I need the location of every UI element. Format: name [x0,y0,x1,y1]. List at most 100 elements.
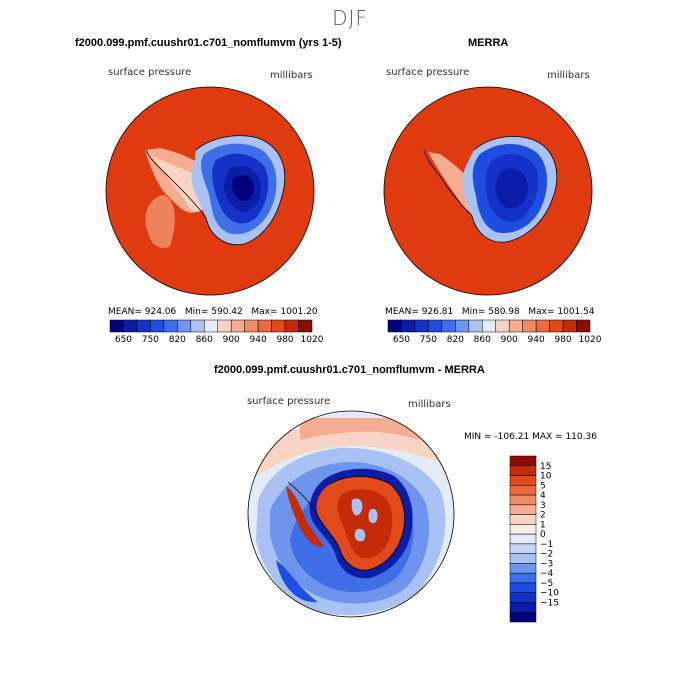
colorbar-2-tick-label: 940 [528,335,545,345]
colorbar-2-tick-label: 860 [474,335,491,345]
colorbar-3-tick-label: 3 [540,501,546,511]
panel-1-variable-label: surface pressure [108,67,192,78]
panel-1-stats: MEAN= 924.06 Min= 590.42 Max= 1001.20 [108,307,318,317]
colorbar-3-swatch [509,582,537,593]
max-value: 1001.20 [280,307,318,317]
colorbar-2-swatch [522,319,537,333]
min-value: 580.98 [488,307,520,317]
colorbar-3-swatch [509,592,537,603]
colorbar-2-tick-label: 820 [447,335,464,345]
colorbar-1-swatch [163,319,178,333]
colorbar-3-tick-label: 4 [540,491,546,501]
colorbar-3-tick-label: −5 [540,579,553,589]
colorbar-3-tick-label: 0 [540,530,546,540]
colorbar-3-tick-label: 5 [540,481,546,491]
colorbar-3-tick-label: −10 [540,589,559,599]
colorbar-2-swatch [482,319,496,333]
colorbar-3-tick-label: 2 [540,511,546,521]
map-3-field [250,418,454,616]
colorbar-1-tick-label: 820 [169,335,186,345]
colorbar-2-tick-label: 750 [420,335,437,345]
panel-3-title: f2000.099.pmf.cuushr01.c701_nomflumvm - … [214,364,485,376]
colorbar-2-swatch [576,319,591,333]
colorbar-3-tick-label: −2 [540,550,553,560]
min-value: -106.21 [494,432,530,442]
min-value: 590.42 [211,307,243,317]
max-value: 110.36 [565,432,597,442]
colorbar-3-swatch [509,475,537,486]
colorbar-3-swatch [509,514,537,525]
colorbar-1-tick-label: 1020 [301,335,324,345]
colorbar-2-swatch [428,319,443,333]
colorbar-1-swatch [123,319,138,333]
colorbar-3-swatch [509,563,537,574]
panel-3-units-label: millibars [408,399,451,410]
colorbar-3-swatch [509,465,537,476]
colorbar-2-swatch [562,319,577,333]
max-label: Max= [251,307,278,317]
colorbar-2: 650 750 820 860 900 940 980 1020 [387,319,602,345]
colorbar-3-swatch [509,455,537,467]
colorbar-3-swatch [509,494,537,506]
colorbar-1-swatch [150,319,165,333]
colorbar-3-swatch [509,543,537,554]
colorbar-2-swatch [535,319,550,333]
min-label: MIN = [464,432,492,442]
colorbar-1-swatch [204,319,218,333]
colorbar-2-swatch [387,319,402,333]
colorbar-3-swatch [509,572,537,584]
max-label: MAX = [532,432,563,442]
colorbar-2-tick-label: 900 [501,335,518,345]
colorbar-1-swatch [177,319,192,333]
colorbar-2-swatch [495,319,510,333]
min-label: Min= [184,307,209,317]
colorbar-3-tick-label: −15 [540,598,559,608]
panel-2-title: MERRA [468,37,509,49]
colorbar-1-swatch [244,319,259,333]
map-2 [383,86,593,296]
colorbar-3-tick-label: −4 [540,569,554,579]
panel-2-units-label: millibars [547,70,590,81]
colorbar-1: 650 750 820 860 900 940 980 1020 [109,319,324,345]
mean-value: 924.06 [144,307,177,317]
colorbar-2-swatch [508,319,523,333]
colorbar-3-swatch [509,504,537,515]
colorbar-2-swatch [441,319,456,333]
colorbar-1-swatch [271,319,286,333]
max-value: 1001.54 [557,307,595,317]
colorbar-3-swatch [509,602,537,613]
colorbar-1-swatch [136,319,151,333]
colorbar-3-tick-label: 15 [540,462,551,472]
colorbar-3-tick-label: 10 [540,472,552,482]
mean-label: MEAN= [385,307,419,317]
colorbar-1-swatch [217,319,232,333]
colorbar-1-tick-label: 750 [142,335,159,345]
colorbar-3-tick-label: −1 [540,540,553,550]
mean-label: MEAN= [108,307,142,317]
colorbar-2-tick-label: 980 [554,335,571,345]
colorbar-1-swatch [284,319,299,333]
panel-3-stats: MIN = -106.21 MAX = 110.36 [464,432,597,442]
colorbar-1-swatch [190,319,205,333]
colorbar-3-swatch [509,533,537,545]
colorbar-3-swatch [509,553,537,564]
colorbar-2-swatch [414,319,429,333]
panel-2-variable-label: surface pressure [386,67,470,78]
colorbar-1-tick-label: 650 [115,335,132,345]
colorbar-2-tick-label: 1020 [579,335,602,345]
colorbar-3-swatch [509,611,537,623]
colorbar-1-tick-label: 940 [250,335,267,345]
colorbar-2-swatch [468,319,483,333]
panel-1-units-label: millibars [270,70,313,81]
max-label: Max= [528,307,555,317]
colorbar-2-swatch [401,319,416,333]
mean-value: 926.81 [421,307,454,317]
colorbar-2-swatch [455,319,470,333]
map-3 [247,410,455,618]
colorbar-1-tick-label: 980 [276,335,293,345]
panel-2-stats: MEAN= 926.81 Min= 580.98 Max= 1001.54 [385,307,595,317]
colorbar-1-swatch [109,319,124,333]
colorbar-2-tick-label: 650 [393,335,410,345]
